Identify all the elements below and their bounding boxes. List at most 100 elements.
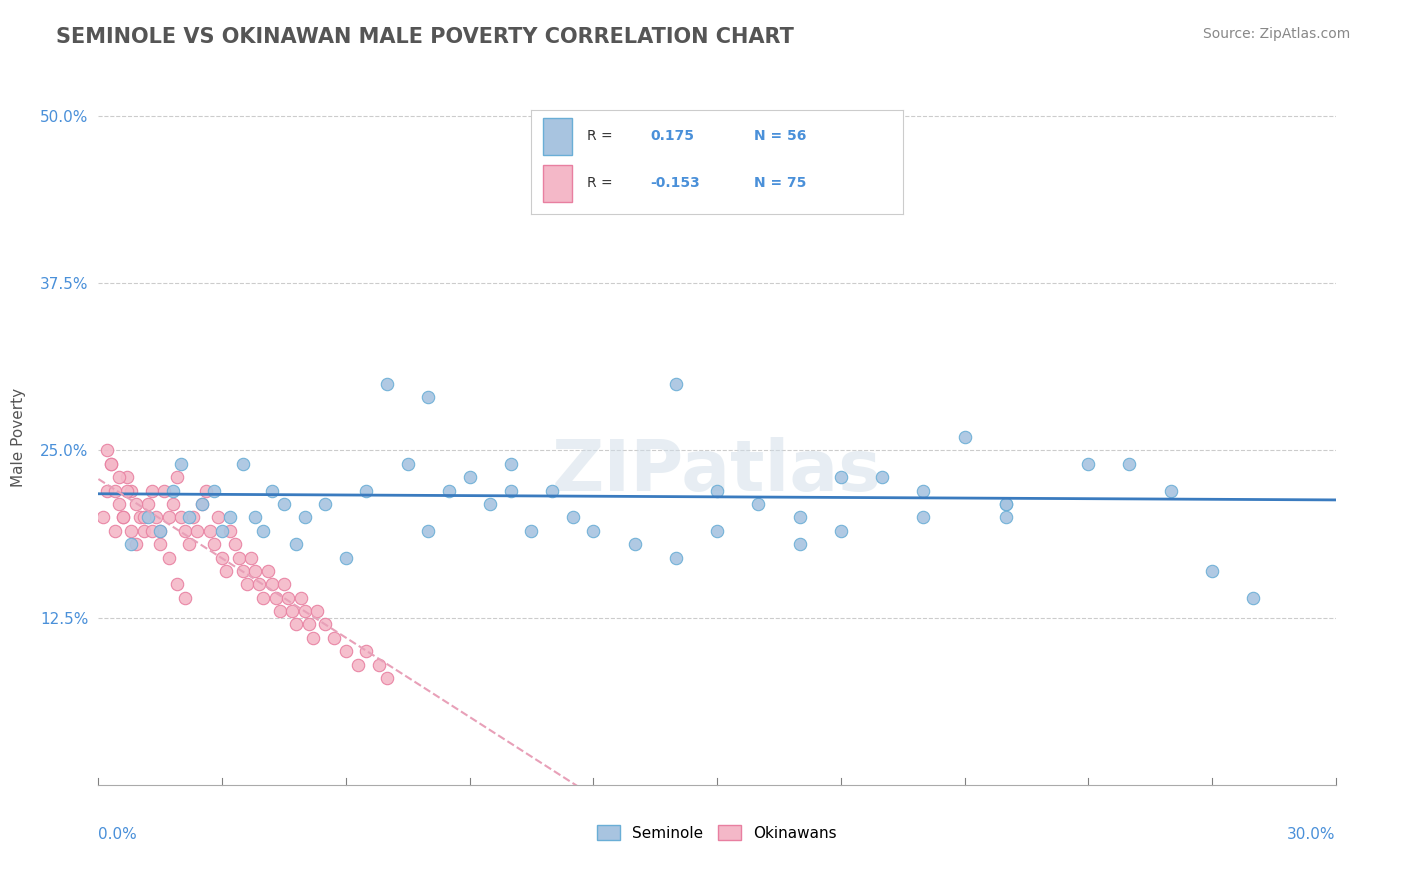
Point — [157, 550, 180, 565]
Point — [108, 470, 131, 484]
Point — [157, 510, 180, 524]
Point — [322, 631, 344, 645]
Point — [418, 390, 440, 404]
Point — [128, 510, 150, 524]
Point — [375, 376, 398, 391]
Point — [1118, 457, 1140, 471]
Point — [335, 644, 357, 658]
Point — [108, 497, 131, 511]
Point — [418, 524, 440, 538]
Point — [211, 550, 233, 565]
Point — [174, 524, 197, 538]
Point — [302, 631, 325, 645]
Point — [211, 524, 233, 538]
Point — [665, 550, 688, 565]
Point — [141, 524, 163, 538]
Point — [170, 457, 193, 471]
Point — [298, 617, 321, 632]
Point — [281, 604, 304, 618]
Point — [243, 564, 266, 578]
Text: 30.0%: 30.0% — [1288, 827, 1336, 842]
Point — [252, 524, 274, 538]
Text: Source: ZipAtlas.com: Source: ZipAtlas.com — [1202, 27, 1350, 41]
Point — [181, 510, 204, 524]
Point — [120, 537, 142, 551]
Point — [104, 524, 127, 538]
Point — [269, 604, 291, 618]
Point — [437, 483, 460, 498]
Point — [91, 510, 114, 524]
Point — [582, 524, 605, 538]
Point — [149, 524, 172, 538]
Point — [162, 497, 184, 511]
Point — [124, 497, 146, 511]
Point — [541, 483, 564, 498]
Point — [100, 457, 122, 471]
Point — [347, 657, 370, 672]
Point — [232, 457, 254, 471]
Point — [256, 564, 278, 578]
Point — [479, 497, 502, 511]
Point — [117, 470, 139, 484]
Point — [260, 577, 283, 591]
Point — [1077, 457, 1099, 471]
Point — [305, 604, 328, 618]
Point — [153, 483, 176, 498]
Point — [166, 470, 188, 484]
Point — [335, 550, 357, 565]
Point — [174, 591, 197, 605]
Point — [582, 162, 605, 177]
Point — [458, 470, 481, 484]
Point — [273, 497, 295, 511]
Point — [356, 644, 378, 658]
Point — [314, 497, 336, 511]
Point — [870, 470, 893, 484]
Point — [162, 483, 184, 498]
Point — [236, 577, 259, 591]
Point — [136, 497, 159, 511]
Point — [285, 617, 308, 632]
Point — [356, 483, 378, 498]
Point — [120, 483, 142, 498]
Point — [260, 483, 283, 498]
Point — [219, 524, 242, 538]
Point — [104, 483, 127, 498]
Point — [789, 510, 811, 524]
Point — [706, 483, 728, 498]
Point — [247, 577, 270, 591]
Text: SEMINOLE VS OKINAWAN MALE POVERTY CORRELATION CHART: SEMINOLE VS OKINAWAN MALE POVERTY CORREL… — [56, 27, 794, 46]
Point — [264, 591, 287, 605]
Point — [202, 483, 225, 498]
Point — [994, 497, 1017, 511]
Point — [912, 483, 935, 498]
Point — [367, 657, 389, 672]
Point — [499, 483, 522, 498]
Point — [277, 591, 299, 605]
Point — [994, 510, 1017, 524]
Point — [198, 524, 221, 538]
Point — [1160, 483, 1182, 498]
Point — [224, 537, 246, 551]
Point — [294, 510, 316, 524]
Text: 0.0%: 0.0% — [98, 827, 138, 842]
Point — [132, 510, 155, 524]
Point — [228, 550, 250, 565]
Point — [120, 524, 142, 538]
Point — [499, 457, 522, 471]
Point — [190, 497, 212, 511]
Point — [706, 524, 728, 538]
Point — [149, 537, 172, 551]
Point — [186, 524, 208, 538]
Point — [747, 497, 769, 511]
Point — [375, 671, 398, 685]
Point — [179, 537, 201, 551]
Point — [132, 524, 155, 538]
Point — [240, 550, 263, 565]
Point — [96, 483, 118, 498]
Point — [665, 376, 688, 391]
Point — [136, 510, 159, 524]
Legend: Seminole, Okinawans: Seminole, Okinawans — [591, 819, 844, 847]
Point — [207, 510, 229, 524]
Point — [112, 510, 135, 524]
Point — [623, 537, 645, 551]
